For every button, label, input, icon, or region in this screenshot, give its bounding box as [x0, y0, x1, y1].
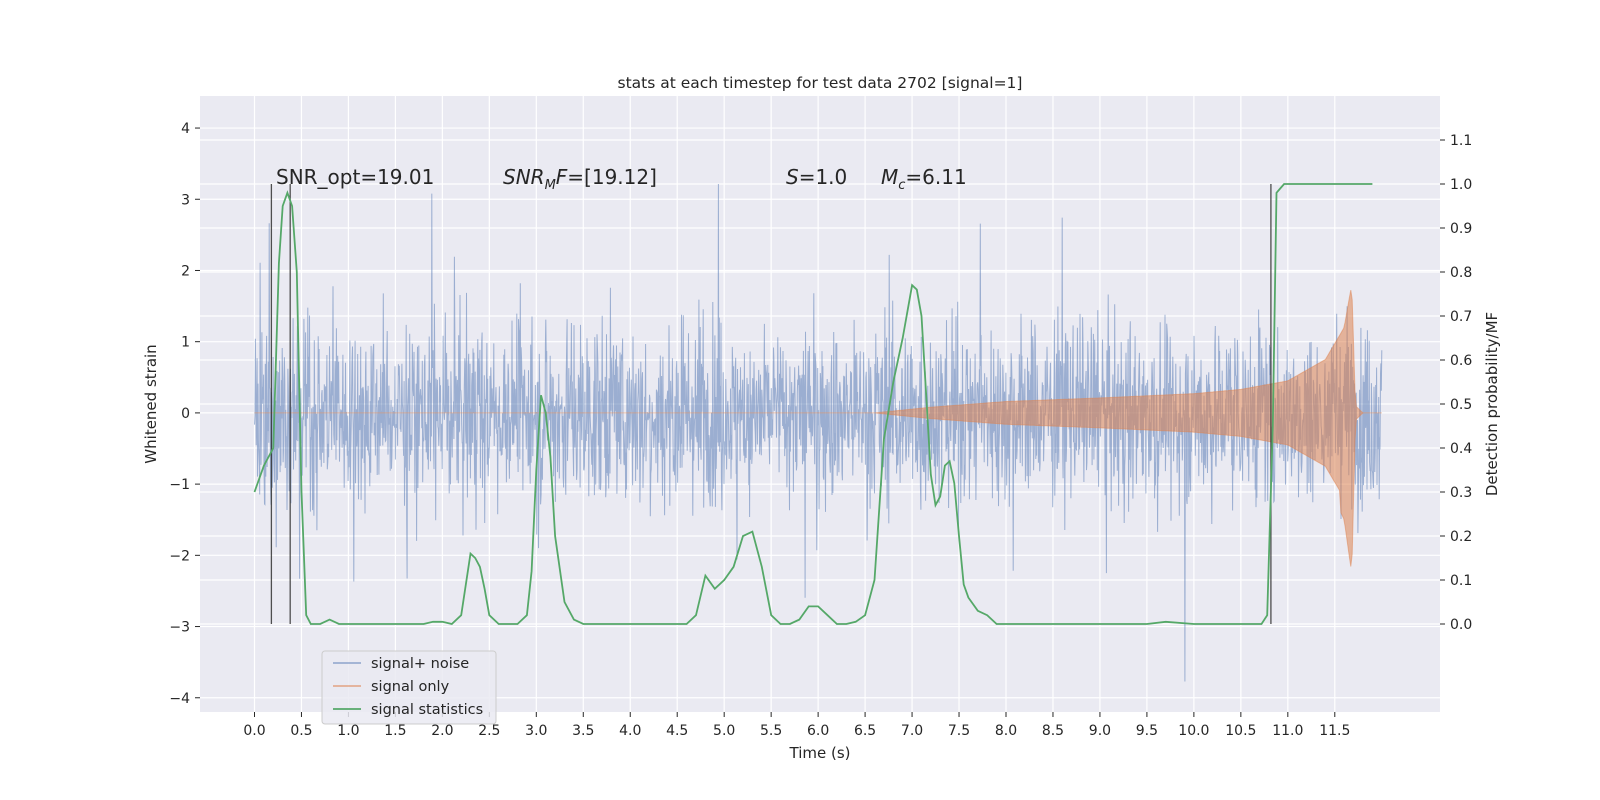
- x-tick-label: 6.0: [807, 723, 829, 739]
- y-axis-right-label: Detection probability/MF: [1483, 312, 1501, 496]
- y-left-tick-label: −2: [169, 548, 190, 564]
- x-tick-label: 10.0: [1178, 723, 1209, 739]
- y-right-tick-label: 0.2: [1450, 529, 1472, 545]
- annotation-snr-mf-sub: M: [545, 178, 556, 193]
- y-right-tick-label: 0.5: [1450, 397, 1472, 413]
- x-tick-label: 1.5: [384, 723, 406, 739]
- y-right-tick-label: 0.0: [1450, 617, 1472, 633]
- legend: signal+ noise signal only signal statist…: [321, 650, 497, 725]
- x-tick-label: 3.5: [572, 723, 594, 739]
- annotation-snr-mf-main: SNR: [503, 165, 545, 189]
- x-tick-label: 7.0: [901, 723, 923, 739]
- y-right-tick-label: 1.1: [1450, 133, 1472, 149]
- x-axis-ticks: 0.0 0.5 1.0 1.5 2.0 2.5 3.0 3.5 4.0 4.5 5.0 5.5 6.0 6…: [243, 712, 1350, 739]
- y-right-tick-label: 0.6: [1450, 353, 1472, 369]
- signal-statistics-line: [253, 183, 1373, 625]
- x-tick-label: 2.5: [478, 723, 500, 739]
- signal-only-area: [254, 290, 1382, 567]
- signal-only-series: [254, 290, 1382, 567]
- y-left-tick-label: 2: [181, 263, 190, 279]
- x-tick-label: 9.0: [1089, 723, 1111, 739]
- annotation-snr-mf: SNRMF=[19.12]: [503, 165, 657, 193]
- y-right-tick-label: 0.3: [1450, 485, 1472, 501]
- y-right-tick-label: 0.1: [1450, 573, 1472, 589]
- x-axis-label: Time (s): [789, 744, 851, 762]
- annotation-mc-value: =6.11: [905, 165, 966, 189]
- signal-noise-series: [254, 183, 1383, 682]
- y-axis-left-label: Whitened strain: [142, 344, 160, 463]
- x-tick-label: 5.0: [713, 723, 735, 739]
- x-tick-label: 8.0: [995, 723, 1017, 739]
- x-tick-label: 10.5: [1225, 723, 1256, 739]
- x-tick-label: 4.0: [619, 723, 641, 739]
- annotation-mc-sub: c: [898, 178, 905, 193]
- y-right-tick-label: 0.9: [1450, 221, 1472, 237]
- x-tick-label: 4.5: [666, 723, 688, 739]
- x-tick-label: 3.0: [525, 723, 547, 739]
- x-tick-label: 1.0: [337, 723, 359, 739]
- x-tick-label: 9.5: [1136, 723, 1158, 739]
- annotation-snr-mf-f: F: [556, 165, 568, 189]
- y-left-tick-label: −4: [169, 691, 190, 707]
- x-tick-label: 11.5: [1319, 723, 1350, 739]
- chart-title: stats at each timestep for test data 270…: [618, 74, 1023, 92]
- annotation-snr-mf-value: =[19.12]: [567, 165, 657, 189]
- y-left-tick-label: −3: [169, 620, 190, 636]
- y-left-tick-label: −1: [169, 477, 190, 493]
- vertical-markers: [270, 184, 1272, 624]
- y-axis-right-ticks: 0.0 0.1 0.2 0.3 0.4 0.5 0.6 0.7 0.8 0.9 1.0 1.1: [1440, 133, 1472, 633]
- y-axis-left-ticks: −4 −3 −2 −1 0 1 2 3 4: [169, 121, 200, 707]
- y-left-tick-label: 4: [181, 121, 190, 137]
- y-left-tick-label: 1: [181, 335, 190, 351]
- legend-label-signal-only: signal only: [371, 679, 450, 695]
- x-tick-label: 8.5: [1042, 723, 1064, 739]
- legend-label-signal-statistics: signal statistics: [371, 702, 483, 718]
- x-tick-label: 2.0: [431, 723, 453, 739]
- signal-noise-line: [254, 183, 1383, 682]
- annotation-s-symbol: S: [786, 165, 799, 189]
- x-tick-label: 6.5: [854, 723, 876, 739]
- legend-box: [321, 650, 497, 725]
- legend-label-signal-noise: signal+ noise: [371, 656, 469, 672]
- y-left-tick-label: 0: [181, 406, 190, 422]
- y-right-tick-label: 0.7: [1450, 309, 1472, 325]
- signal-statistics-series: [253, 183, 1373, 625]
- y-left-tick-label: 3: [181, 192, 190, 208]
- annotation-mc: Mc=6.11: [881, 165, 967, 193]
- annotation-s-value: =1.0: [799, 165, 848, 189]
- annotation-s: S=1.0: [786, 165, 847, 189]
- y-right-tick-label: 0.8: [1450, 265, 1472, 281]
- x-tick-label: 11.0: [1272, 723, 1303, 739]
- x-tick-label: 7.5: [948, 723, 970, 739]
- annotation-mc-main: M: [881, 165, 898, 189]
- annotation-snr-opt: SNR_opt=19.01: [276, 165, 434, 189]
- x-tick-label: 0.5: [290, 723, 312, 739]
- x-tick-label: 0.0: [243, 723, 265, 739]
- y-right-tick-label: 0.4: [1450, 441, 1472, 457]
- y-right-tick-label: 1.0: [1450, 177, 1472, 193]
- x-tick-label: 5.5: [760, 723, 782, 739]
